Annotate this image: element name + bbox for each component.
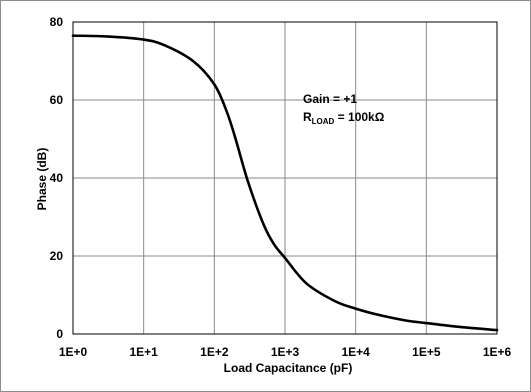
y-tick-label: 40 bbox=[50, 171, 64, 185]
y-tick-label: 0 bbox=[56, 327, 63, 341]
rload-annotation: RLOAD = 100kΩ bbox=[303, 110, 385, 126]
x-tick-label: 1E+1 bbox=[129, 345, 158, 359]
x-tick-label: 1E+6 bbox=[483, 345, 512, 359]
x-tick-label: 1E+4 bbox=[341, 345, 370, 359]
y-axis-label: Phase (dB) bbox=[35, 148, 49, 211]
x-axis-label: Load Capacitance (pF) bbox=[224, 361, 353, 375]
x-tick-label: 1E+5 bbox=[412, 345, 441, 359]
plot-border bbox=[72, 21, 498, 335]
grid bbox=[73, 22, 497, 334]
x-tick-labels: 1E+0 1E+1 1E+2 1E+3 1E+4 1E+5 1E+6 bbox=[59, 345, 512, 359]
x-tick-label: 1E+2 bbox=[200, 345, 229, 359]
y-tick-label: 20 bbox=[50, 249, 64, 263]
x-tick-label: 1E+3 bbox=[271, 345, 300, 359]
y-tick-label: 60 bbox=[50, 93, 64, 107]
x-tick-label: 1E+0 bbox=[59, 345, 88, 359]
y-tick-label: 80 bbox=[50, 15, 64, 29]
series-line bbox=[71, 34, 499, 332]
y-tick-labels: 0 20 40 60 80 bbox=[50, 15, 64, 341]
gain-annotation: Gain = +1 bbox=[303, 92, 357, 106]
